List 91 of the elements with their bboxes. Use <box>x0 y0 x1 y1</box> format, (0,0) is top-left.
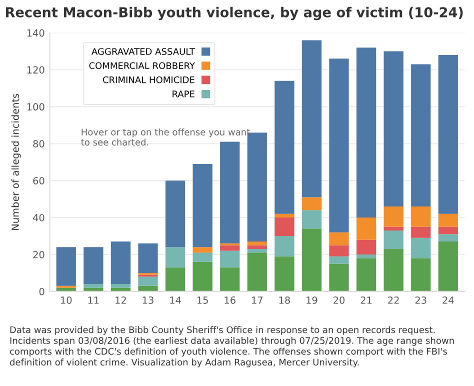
bar <box>274 236 294 256</box>
bar <box>438 234 458 242</box>
bar <box>356 254 376 258</box>
legend-label: CRIMINAL HOMICIDE <box>102 76 194 84</box>
bar <box>274 214 294 218</box>
bar <box>138 286 158 292</box>
annotation: Hover or tap on the offense you want to see charted. <box>81 128 250 146</box>
x-tick-label: 11 <box>88 296 99 304</box>
bar <box>384 226 404 230</box>
y-tick-label: 60 <box>33 177 44 184</box>
bar <box>411 226 431 238</box>
x-tick-label: 18 <box>279 296 290 304</box>
bar <box>329 245 349 256</box>
bar <box>438 242 458 292</box>
bar <box>384 230 404 249</box>
bar <box>438 214 458 227</box>
y-tick-label: 140 <box>27 29 44 37</box>
x-tick-label: 17 <box>252 296 262 304</box>
bar <box>84 247 104 284</box>
bar <box>84 284 104 288</box>
bar <box>329 256 349 264</box>
bar <box>138 243 158 273</box>
text: Data was provided by the Bibb County Sheriff's Office in response to an open records request. Incidents span 03/08/2016 (the earliest data available) through 07/25/2019. The age range shown comports with the CDC's definition of youth violence. The offenses shown comport with the FBI's definition of violent crime. Visualization by Adam Ragusea, Mercer University. <box>10 326 454 368</box>
bar <box>56 288 76 292</box>
bar <box>56 247 76 286</box>
legend-label: COMMERCIAL ROBBERY <box>89 62 195 70</box>
x-tick-label: 20 <box>334 296 345 304</box>
x-tick-label: 23 <box>415 296 426 304</box>
bar <box>411 206 431 227</box>
bar <box>274 256 294 292</box>
bar <box>165 247 186 268</box>
bar <box>411 64 431 206</box>
bar <box>411 258 431 292</box>
bar <box>384 248 404 292</box>
bar <box>329 232 349 246</box>
bar <box>110 242 131 284</box>
bar <box>192 164 212 248</box>
bar <box>247 248 267 253</box>
x-tick-label: 19 <box>306 296 318 304</box>
bar <box>247 245 267 249</box>
bar <box>384 51 404 206</box>
x-tick-label: 21 <box>360 296 372 304</box>
y-tick-label: 20 <box>33 250 44 258</box>
bar <box>356 258 376 292</box>
x-tick-label: 14 <box>170 296 181 304</box>
bar <box>329 58 349 232</box>
bar <box>138 276 158 286</box>
bar <box>329 264 349 292</box>
bar <box>192 262 212 292</box>
bar <box>165 267 186 292</box>
x-tick-label: 10 <box>61 296 72 304</box>
y-tick-label: 0 <box>39 288 44 296</box>
y-tick-label: 120 <box>27 66 44 74</box>
bar <box>220 250 240 268</box>
x-tick-label: 22 <box>388 296 399 304</box>
bar <box>356 240 376 254</box>
bar <box>220 142 240 244</box>
bar <box>302 228 322 292</box>
bar <box>110 288 131 292</box>
chart-title: Recent Macon-Bibb youth violence, by age of victim (10-24) <box>6 6 463 20</box>
bar <box>438 54 458 214</box>
x-tick-label: 16 <box>224 296 236 304</box>
bar <box>220 245 240 251</box>
bar <box>302 40 322 198</box>
bar <box>411 238 431 258</box>
bar <box>192 247 212 253</box>
bar <box>110 284 131 288</box>
bar <box>247 252 267 292</box>
y-axis-title: Number of alleged incidents <box>11 94 21 230</box>
bar <box>274 218 294 236</box>
bar <box>302 197 322 210</box>
bar <box>274 80 294 214</box>
x-tick-label: 12 <box>116 296 126 304</box>
bar <box>165 180 186 248</box>
bar <box>247 242 267 246</box>
bar <box>220 267 240 292</box>
x-tick-label: 13 <box>142 296 154 304</box>
legend-label: AGGRAVATED ASSAULT <box>92 48 195 55</box>
bar <box>438 226 458 234</box>
legend-label: RAPE <box>172 90 194 98</box>
y-tick-label: 40 <box>33 214 44 222</box>
y-tick-label: 80 <box>33 140 44 148</box>
bar <box>356 48 376 218</box>
x-tick-label: 15 <box>197 296 208 304</box>
bar <box>384 206 404 227</box>
x-tick-label: 24 <box>442 296 454 304</box>
bar <box>84 288 104 292</box>
y-tick-label: 100 <box>27 103 44 111</box>
bar <box>192 252 212 262</box>
bar <box>356 218 376 240</box>
bar <box>302 210 322 229</box>
